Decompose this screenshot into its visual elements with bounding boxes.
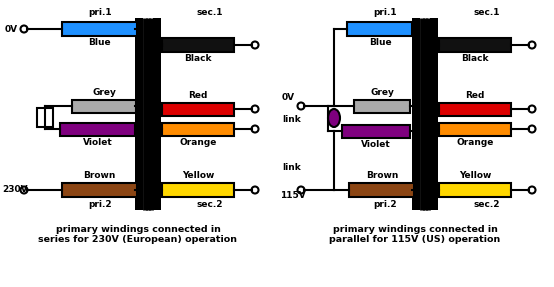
Ellipse shape [328,109,340,127]
FancyBboxPatch shape [439,38,511,52]
Text: Violet: Violet [83,138,113,147]
FancyBboxPatch shape [62,22,137,36]
Text: sec.2: sec.2 [474,200,500,209]
FancyBboxPatch shape [439,103,511,116]
FancyBboxPatch shape [60,123,135,136]
Text: Blue: Blue [88,38,110,47]
FancyBboxPatch shape [430,18,438,210]
FancyBboxPatch shape [153,18,161,210]
Text: pri.1: pri.1 [373,8,397,17]
FancyBboxPatch shape [349,183,414,197]
FancyBboxPatch shape [162,103,234,116]
Text: Orange: Orange [456,138,494,147]
Text: Brown: Brown [366,171,398,180]
Text: Brown: Brown [83,171,115,180]
Text: Orange: Orange [179,138,217,147]
FancyBboxPatch shape [354,100,410,113]
Text: sec.2: sec.2 [197,200,223,209]
Text: primary windings connected in
series for 230V (European) operation: primary windings connected in series for… [38,225,238,245]
FancyBboxPatch shape [412,18,420,210]
Text: pri.2: pri.2 [88,200,112,209]
Text: 0V: 0V [5,26,18,34]
FancyBboxPatch shape [135,18,143,210]
FancyBboxPatch shape [342,125,410,138]
Text: Violet: Violet [361,140,391,149]
Text: primary windings connected in
parallel for 115V (US) operation: primary windings connected in parallel f… [330,225,501,245]
Text: Black: Black [184,54,212,63]
Text: sec.1: sec.1 [197,8,223,17]
Text: Black: Black [461,54,489,63]
FancyBboxPatch shape [162,123,234,136]
Text: link: link [282,164,301,172]
FancyBboxPatch shape [62,183,137,197]
FancyBboxPatch shape [162,183,234,197]
Text: 230V: 230V [2,185,28,195]
FancyBboxPatch shape [347,22,412,36]
Text: Grey: Grey [370,88,394,97]
Text: sec.1: sec.1 [474,8,500,17]
Text: Yellow: Yellow [182,171,214,180]
Text: Grey: Grey [92,88,116,97]
Text: Red: Red [188,91,208,100]
Text: Red: Red [465,91,485,100]
Text: 115V: 115V [280,191,306,201]
FancyBboxPatch shape [439,183,511,197]
FancyBboxPatch shape [162,38,234,52]
FancyBboxPatch shape [439,123,511,136]
Text: Yellow: Yellow [459,171,491,180]
FancyBboxPatch shape [37,108,53,127]
Text: Blue: Blue [369,38,391,47]
Text: link: link [282,115,301,125]
FancyBboxPatch shape [72,100,136,113]
Text: 0V: 0V [282,94,295,102]
Text: pri.2: pri.2 [373,200,397,209]
Text: pri.1: pri.1 [88,8,112,17]
